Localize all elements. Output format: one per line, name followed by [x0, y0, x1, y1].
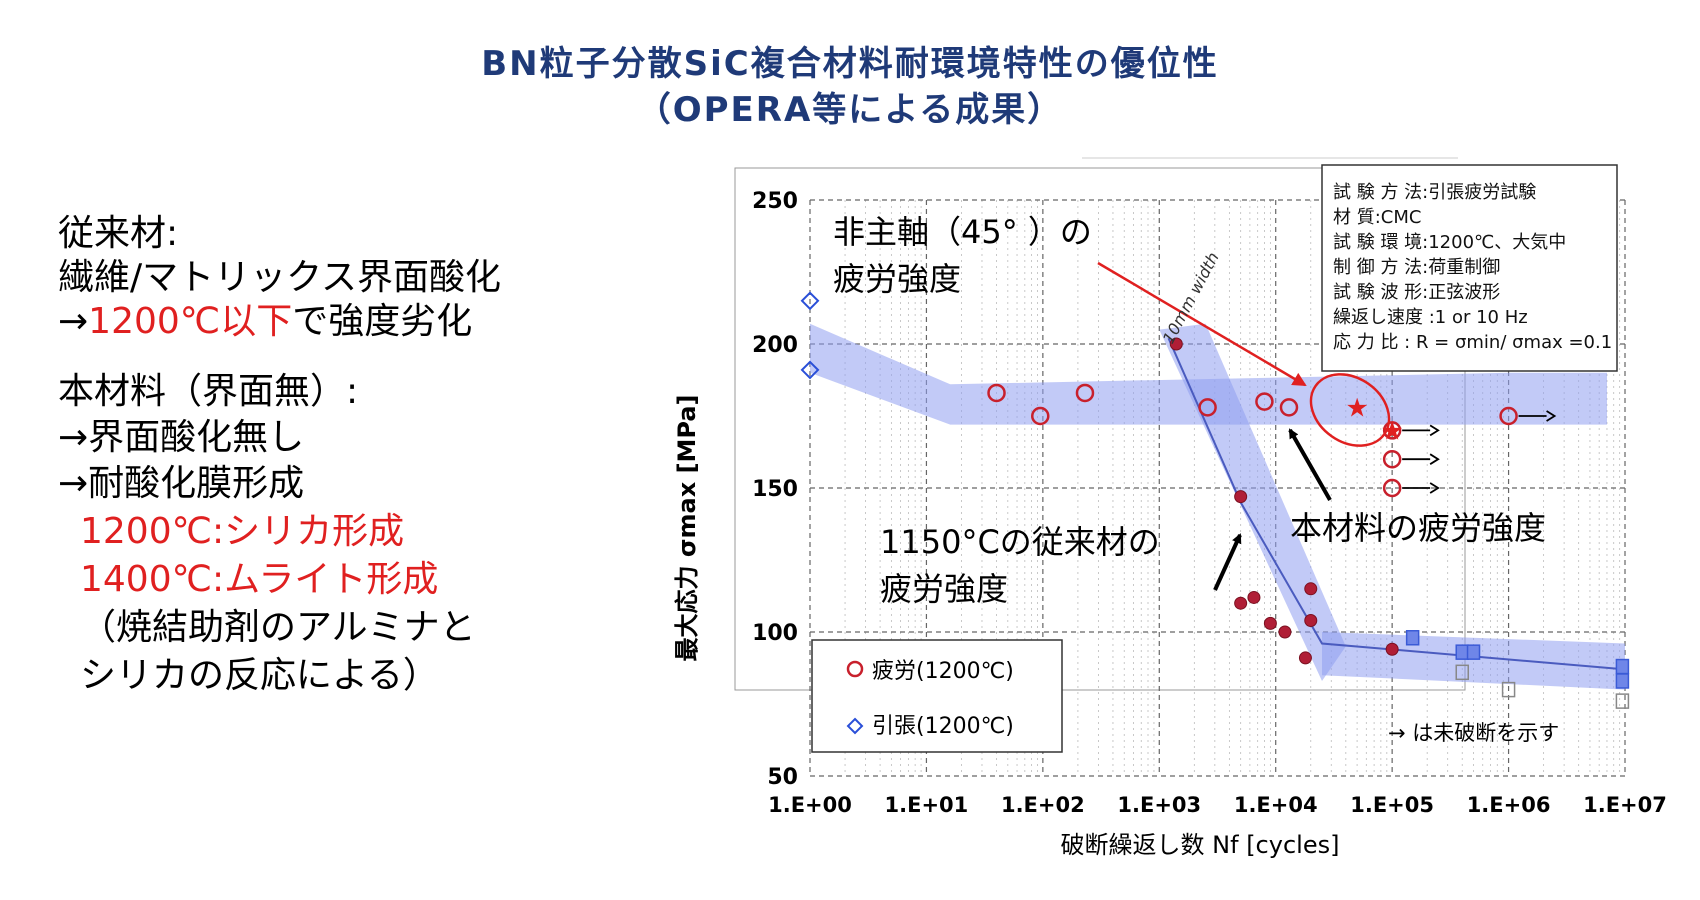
y-tick-label: 50 — [767, 765, 798, 790]
fatigue-point — [1382, 421, 1402, 440]
info-line: 制 御 方 法:荷重制御 — [1333, 257, 1500, 278]
runout-arrowhead — [1429, 482, 1440, 494]
square-marker — [1455, 644, 1469, 660]
fatigue-point — [1279, 398, 1299, 417]
conventional-line-2: →1200℃以下で強度劣化 — [58, 296, 472, 348]
test-conditions-box — [1321, 164, 1618, 372]
conventional-runout-band — [1322, 632, 1625, 690]
title-line-1: BN粒子分散SiC複合材料耐環境特性の優位性 — [481, 44, 1219, 84]
new-material-line-1: →界面酸化無し — [58, 417, 305, 458]
title-line-2: （OPERA等による成果） — [636, 90, 1064, 130]
legend-tensile-label: 引張(1200℃) — [872, 714, 1014, 739]
new-material-line-2: →耐酸化膜形成 — [58, 463, 305, 504]
runout-arrowhead — [1429, 453, 1440, 465]
conventional-point — [1298, 651, 1312, 665]
conventional-point — [1234, 490, 1248, 504]
offaxis-ellipse — [1309, 373, 1391, 447]
info-line: 応 力 比 : R = σmin/ σmax =0.1 — [1333, 332, 1612, 353]
info-line: 試 験 方 法:引張疲労試験 — [1333, 182, 1536, 203]
offaxis-label-1: 非主軸（45° ）の — [833, 213, 1092, 251]
fatigue-point — [1031, 406, 1050, 426]
square-marker — [1615, 673, 1630, 689]
fatigue-point — [1198, 398, 1217, 417]
square-marker — [1405, 630, 1420, 646]
material-arrow — [1288, 428, 1332, 501]
square-marker — [1615, 693, 1630, 709]
axis-ticks: 50 100 150 200 250 1.E+00 1.E+01 1.E+02 1.E+03 1.… — [752, 189, 1667, 817]
offaxis-arrow — [1097, 261, 1307, 387]
fatigue-point — [1382, 478, 1402, 498]
runout-note: → は未破断を示す — [1388, 721, 1559, 745]
offaxis-star: ★ — [1380, 416, 1403, 446]
runout-arrowhead — [1429, 424, 1440, 437]
chart-frame — [734, 167, 1466, 691]
conventional-point — [1234, 596, 1248, 610]
x-tick-label: 1.E+00 — [768, 793, 852, 817]
y-tick-label: 200 — [752, 333, 798, 358]
x-tick-label: 1.E+02 — [1001, 793, 1085, 817]
y-tick-label: 150 — [752, 477, 798, 502]
fatigue-point — [1499, 406, 1518, 426]
conventional-label-1: 1150°Cの従来材の — [880, 523, 1160, 561]
conventional-point — [1385, 642, 1399, 656]
temp-threshold: 1200℃以下 — [88, 301, 293, 342]
conventional-arrow — [1213, 533, 1242, 591]
tensile-point — [800, 360, 820, 380]
x-tick-label: 1.E+01 — [885, 793, 969, 817]
data-points: ★★ — [800, 291, 1630, 709]
conventional-point — [1247, 590, 1261, 604]
square-marker — [1615, 658, 1630, 675]
info-line: 繰返し速度 :1 or 10 Hz — [1333, 307, 1528, 328]
runout-arrowhead — [1546, 410, 1557, 422]
info-line: 試 験 環 境:1200℃、大気中 — [1333, 232, 1566, 253]
y-axis-label: 最大応力 σmax [MPa] — [673, 394, 701, 661]
conventional-point — [1278, 625, 1292, 639]
x-tick-label: 1.E+07 — [1583, 793, 1667, 817]
fatigue-point — [1255, 392, 1274, 411]
x-axis-label: 破断繰返し数 Nf [cycles] — [1061, 831, 1340, 859]
x-tick-label: 1.E+06 — [1467, 793, 1551, 817]
offaxis-label-2: 疲労強度 — [833, 260, 961, 298]
new-material-line-4: 1400℃:ムライト形成 — [80, 559, 439, 600]
legend-tensile-marker — [846, 717, 864, 735]
info-line: 試 験 波 形:正弦波形 — [1333, 282, 1500, 303]
conventional-line-1: 繊維/マトリックス界面酸化 — [58, 257, 502, 298]
conventional-fatigue-band — [1159, 323, 1346, 681]
x-tick-label: 1.E+03 — [1117, 793, 1201, 817]
legend-box — [811, 639, 1063, 753]
tensile-point — [800, 291, 820, 311]
legend-fatigue-marker — [846, 660, 864, 678]
conventional-point — [1169, 337, 1183, 351]
conventional-point — [1263, 616, 1277, 630]
material-strength-label: 本材料の疲労強度 — [1290, 509, 1546, 547]
legend-fatigue-label: 疲労(1200℃) — [872, 659, 1014, 684]
fatigue-point — [987, 383, 1006, 403]
new-material-line-3: 1200℃:シリカ形成 — [80, 511, 405, 552]
x-tick-label: 1.E+05 — [1350, 793, 1434, 817]
square-marker — [1501, 681, 1516, 698]
new-material-heading: 本材料（界面無）: — [58, 371, 359, 412]
info-line: 材 質:CMC — [1333, 207, 1421, 228]
new-material-line-5: （焼結助剤のアルミナと — [80, 607, 476, 648]
x-tick-label: 1.E+04 — [1234, 793, 1318, 817]
square-marker — [1466, 644, 1481, 660]
offaxis-star: ★ — [1345, 393, 1368, 423]
arrow-text: → — [58, 301, 89, 342]
new-material-line-6: シリカの反応による） — [80, 655, 439, 696]
conventional-point — [1304, 582, 1318, 596]
fatigue-point — [1075, 383, 1095, 403]
square-marker — [1455, 664, 1469, 681]
y-tick-label: 100 — [752, 621, 798, 646]
y-tick-label: 250 — [752, 189, 798, 214]
degradation-text: で強度劣化 — [292, 301, 473, 342]
conventional-label-2: 疲労強度 — [880, 570, 1008, 608]
conventional-point — [1304, 613, 1318, 627]
conventional-heading: 従来材: — [58, 213, 179, 254]
fatigue-point — [1382, 449, 1402, 469]
material-fatigue-band — [810, 323, 1607, 425]
